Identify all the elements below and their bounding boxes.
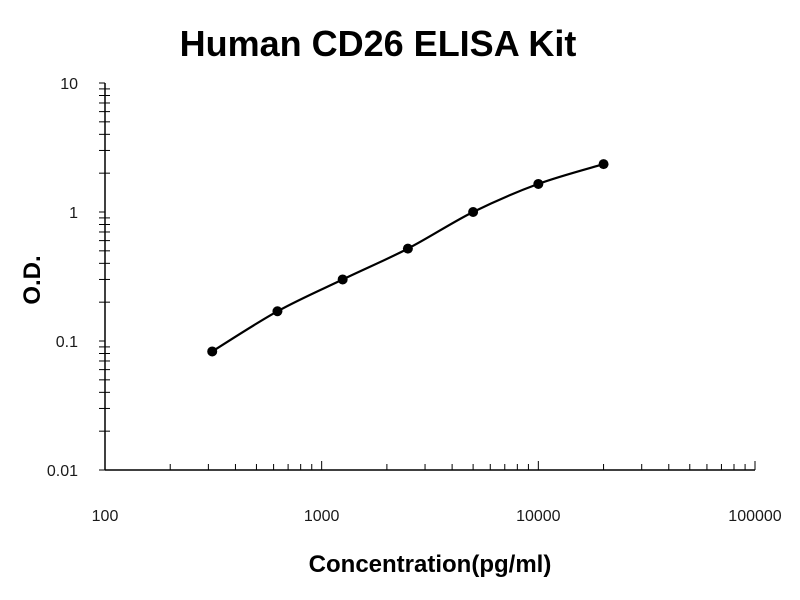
x-tick-label: 1000	[304, 508, 340, 525]
data-points-layer	[207, 159, 609, 357]
y-tick-label: 10	[60, 76, 78, 93]
x-axis-title: Concentration(pg/ml)	[309, 551, 552, 578]
data-point	[598, 159, 609, 170]
x-tick-label: 100	[92, 508, 119, 525]
data-point	[337, 274, 348, 285]
y-tick-label: 1	[69, 205, 78, 222]
y-axis-title: O.D.	[19, 255, 46, 304]
axes	[99, 82, 756, 471]
data-point	[533, 178, 544, 189]
tick-labels: 100 1000 10000 100000 0.01 0.1 1 10	[47, 76, 782, 525]
data-point	[402, 243, 413, 254]
y-tick-label: 0.01	[47, 463, 78, 480]
x-tick-label: 10000	[516, 508, 561, 525]
fit-curve	[211, 163, 604, 353]
x-tick-label: 100000	[728, 508, 781, 525]
data-point	[468, 207, 479, 217]
data-point	[272, 306, 283, 317]
data-point	[207, 346, 218, 357]
chart-title: Human CD26 ELISA Kit	[180, 23, 577, 64]
fit-curve-layer	[211, 163, 604, 353]
y-tick-label: 0.1	[56, 334, 78, 351]
